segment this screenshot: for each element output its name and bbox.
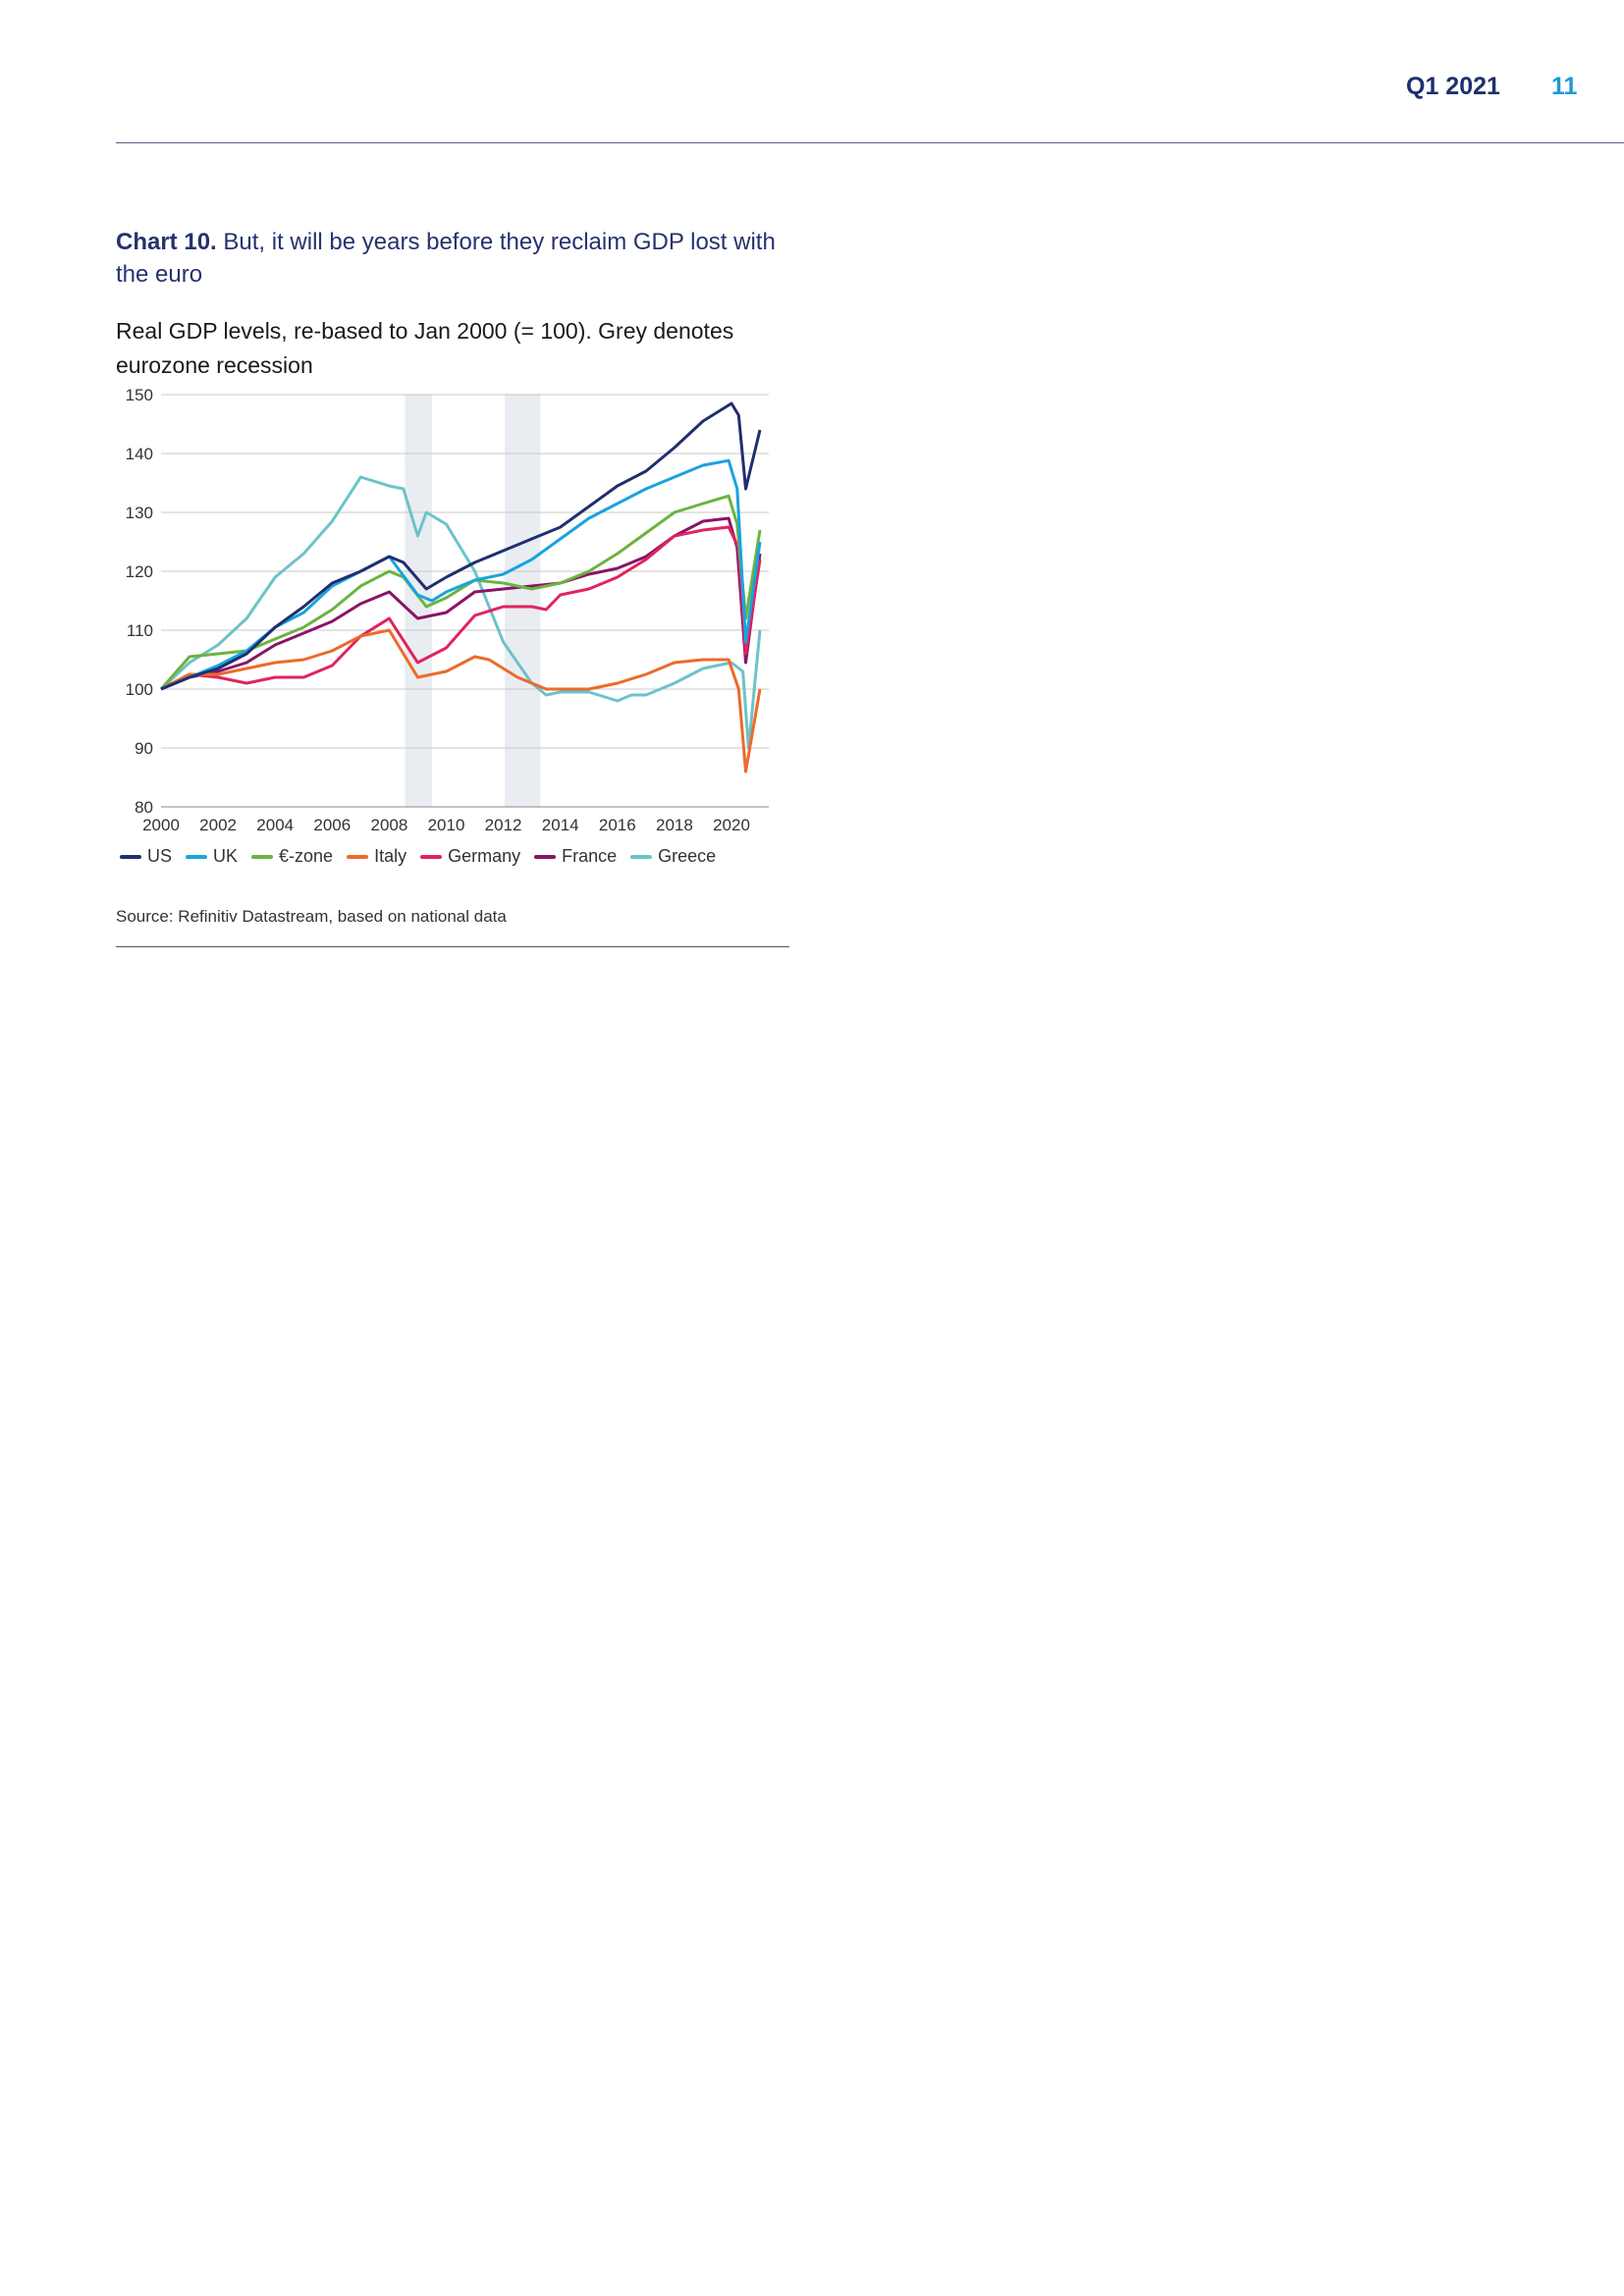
y-tick-label: 130	[126, 504, 153, 522]
series-line-us	[160, 401, 762, 691]
legend-label: Greece	[658, 846, 717, 866]
legend-item: €-zone	[251, 846, 333, 867]
legend-swatch	[534, 854, 557, 859]
legend-item: Italy	[347, 846, 406, 867]
legend-label: UK	[213, 846, 239, 866]
y-tick-label: 110	[127, 621, 153, 640]
legend-swatch	[630, 854, 653, 859]
x-tick-label: 2016	[599, 816, 636, 834]
chart-title-label: Chart 10.	[116, 229, 217, 255]
legend-swatch	[120, 854, 141, 859]
x-tick-label: 2014	[542, 816, 579, 834]
legend-label: France	[562, 846, 618, 866]
recession-band	[405, 395, 432, 807]
x-tick-label: 2004	[256, 816, 294, 834]
series-line-germany	[160, 525, 762, 691]
y-tick-label: 100	[126, 680, 153, 699]
y-tick-label: 90	[135, 739, 153, 758]
y-tick-label: 120	[126, 562, 153, 581]
legend-label: US	[147, 846, 173, 866]
x-tick-label: 2002	[199, 816, 237, 834]
legend-swatch	[251, 854, 274, 859]
chart-subtitle: Real GDP levels, re-based to Jan 2000 (=…	[116, 318, 734, 378]
legend-item: France	[534, 846, 617, 867]
chart-title-text: But, it will be years before they reclai…	[116, 229, 776, 288]
series-line-italy	[160, 628, 762, 774]
recession-band	[505, 395, 541, 807]
series-line-uk	[160, 458, 762, 691]
footer-divider	[116, 946, 789, 947]
legend-label: Germany	[448, 846, 521, 866]
x-tick-label: 2012	[485, 816, 522, 834]
legend-swatch	[420, 854, 443, 859]
legend-label: €-zone	[279, 846, 334, 866]
legend-item: Greece	[630, 846, 716, 867]
header-period: Q1 2021	[1406, 73, 1500, 100]
source-note: Source: Refinitiv Datastream, based on n…	[116, 907, 507, 926]
x-tick-label: 2008	[370, 816, 407, 834]
x-tick-label: 2018	[656, 816, 693, 834]
x-tick-label: 2000	[142, 816, 180, 834]
series-line-greece	[159, 475, 762, 750]
x-tick-label: 2020	[713, 816, 750, 834]
chart-legend: US UK €-zone Italy Germany France Greece	[120, 846, 716, 867]
legend-item: Germany	[420, 846, 520, 867]
legend-item: US	[120, 846, 172, 867]
gdp-line-chart: 80 90 100 110 120 130 140 150 2000 2002 2004 2006 20…	[126, 386, 769, 834]
legend-swatch	[347, 854, 369, 859]
header-divider	[116, 142, 1624, 143]
chart-title: Chart 10. But, it will be years before t…	[116, 226, 784, 291]
legend-swatch	[186, 854, 208, 859]
x-tick-label: 2010	[428, 816, 465, 834]
y-tick-label: 140	[126, 445, 153, 463]
legend-item: UK	[186, 846, 238, 867]
y-tick-label: 80	[135, 798, 153, 817]
x-tick-label: 2006	[313, 816, 351, 834]
legend-label: Italy	[374, 846, 407, 866]
y-tick-label: 150	[126, 386, 153, 404]
series-line-france	[160, 516, 762, 691]
page-number: 11	[1551, 73, 1578, 100]
